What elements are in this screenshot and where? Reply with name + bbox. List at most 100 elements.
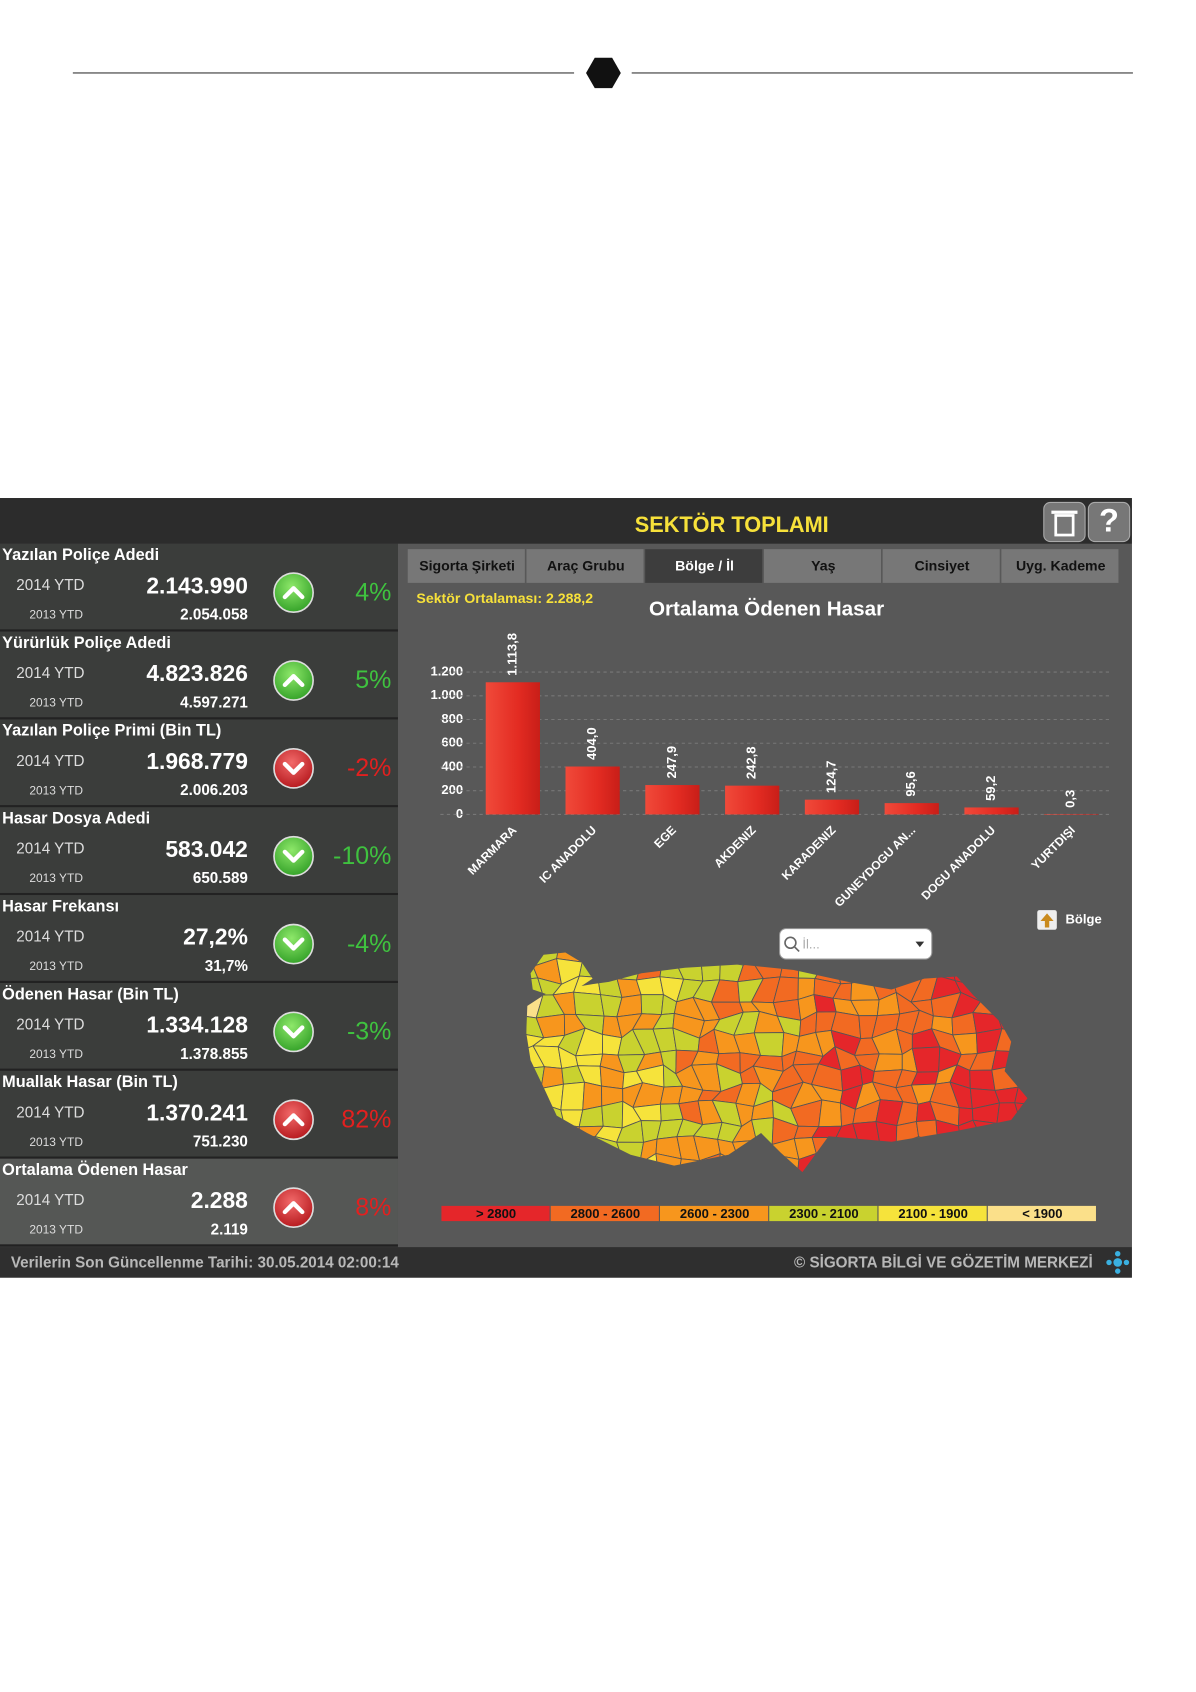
previous-label: 2013 YTD bbox=[29, 959, 83, 973]
current-label: 2014 YTD bbox=[16, 929, 84, 946]
legend-swatch bbox=[550, 1205, 659, 1222]
legend-swatch bbox=[878, 1205, 987, 1222]
search-placeholder: İl... bbox=[802, 936, 819, 951]
current-label: 2014 YTD bbox=[16, 1016, 84, 1033]
change-value: -10% bbox=[333, 842, 391, 870]
bar bbox=[645, 785, 700, 815]
bar bbox=[725, 785, 780, 815]
footer-bar bbox=[0, 1247, 1132, 1278]
trend-icon bbox=[273, 923, 314, 965]
tab[interactable] bbox=[645, 549, 763, 583]
province bbox=[818, 1099, 843, 1128]
current-value: 2.143.990 bbox=[146, 572, 248, 598]
tab-label: Sigorta Şirketi bbox=[419, 557, 515, 573]
tab-label: Cinsiyet bbox=[915, 557, 970, 573]
province bbox=[911, 1046, 941, 1073]
footer-updated: Verilerin Son Güncellenme Tarihi: 30.05.… bbox=[11, 1255, 400, 1272]
previous-value: 4.597.271 bbox=[180, 694, 248, 711]
province bbox=[873, 1053, 903, 1072]
trend-chevron bbox=[282, 673, 305, 688]
previous-label: 2013 YTD bbox=[29, 783, 83, 797]
province bbox=[573, 991, 605, 1017]
trend-icon bbox=[273, 747, 314, 789]
current-label: 2014 YTD bbox=[16, 1104, 84, 1121]
legend-swatch bbox=[987, 1205, 1096, 1222]
previous-value: 2.119 bbox=[211, 1221, 248, 1238]
tab-label: Uyg. Kademe bbox=[1016, 557, 1106, 573]
legend-label: 2300 - 2100 bbox=[789, 1206, 859, 1221]
trend-icon bbox=[273, 660, 314, 701]
previous-label: 2013 YTD bbox=[29, 608, 83, 622]
province bbox=[640, 994, 664, 1016]
bar bbox=[485, 682, 540, 815]
previous-label: 2013 YTD bbox=[29, 1223, 83, 1237]
province bbox=[560, 1081, 585, 1111]
metric-name: Hasar Dosya Adedi bbox=[2, 810, 150, 828]
region-button[interactable]: Bölge bbox=[1037, 910, 1102, 930]
header-title: SEKTÖR TOPLAMI bbox=[635, 512, 829, 537]
value-label: 247,9 bbox=[664, 746, 679, 779]
bar bbox=[1044, 814, 1099, 815]
tab[interactable] bbox=[763, 549, 882, 583]
previous-label: 2013 YTD bbox=[29, 696, 83, 710]
metric-row bbox=[0, 719, 398, 806]
current-value: 27,2% bbox=[183, 924, 248, 950]
trend-chevron bbox=[282, 1025, 305, 1039]
change-value: 82% bbox=[341, 1105, 391, 1133]
metric-name: Muallak Hasar (Bin TL) bbox=[2, 1073, 178, 1091]
current-label: 2014 YTD bbox=[16, 753, 84, 770]
previous-label: 2013 YTD bbox=[29, 871, 83, 885]
province-search[interactable]: İl... bbox=[779, 928, 933, 960]
metric-name: Yazılan Poliçe Primi (Bin TL) bbox=[2, 722, 221, 740]
previous-label: 2013 YTD bbox=[29, 1135, 83, 1149]
current-label: 2014 YTD bbox=[16, 665, 84, 682]
tab[interactable] bbox=[407, 549, 525, 583]
bar bbox=[964, 807, 1019, 815]
value-label: 59,2 bbox=[983, 776, 998, 801]
current-label: 2014 YTD bbox=[16, 1192, 84, 1209]
header-bar bbox=[0, 498, 1132, 544]
footer-logo bbox=[1106, 1251, 1130, 1274]
region-button-label: Bölge bbox=[1066, 911, 1102, 926]
trend-chevron bbox=[282, 1201, 305, 1215]
trash-button[interactable] bbox=[1043, 501, 1086, 543]
tab[interactable] bbox=[1001, 549, 1119, 583]
legend-label: > 2800 bbox=[476, 1206, 516, 1221]
trend-icon bbox=[273, 1099, 314, 1141]
current-value: 583.042 bbox=[165, 836, 248, 862]
change-value: -3% bbox=[347, 1018, 391, 1046]
y-tick-label: 800 bbox=[441, 711, 463, 726]
footer-copyright: © SİGORTA BİLGİ VE GÖZETİM MERKEZİ bbox=[794, 1255, 1093, 1272]
help-button[interactable]: ? bbox=[1087, 502, 1131, 543]
tab-label: Yaş bbox=[811, 557, 835, 573]
value-label: 404,0 bbox=[584, 727, 599, 760]
province bbox=[635, 976, 664, 996]
province bbox=[969, 1069, 996, 1091]
value-label: 1.113,8 bbox=[504, 633, 519, 676]
trend-chevron bbox=[282, 586, 305, 600]
province bbox=[582, 1081, 603, 1111]
tab[interactable] bbox=[526, 549, 644, 583]
legend-swatch bbox=[659, 1205, 769, 1222]
metric-row bbox=[0, 807, 398, 893]
previous-value: 1.378.855 bbox=[180, 1046, 248, 1063]
current-value: 2.288 bbox=[191, 1187, 248, 1213]
metric-row bbox=[0, 631, 398, 718]
trend-chevron bbox=[282, 937, 305, 951]
metric-row bbox=[0, 543, 398, 630]
y-tick-label: 1.000 bbox=[431, 687, 464, 702]
trend-icon bbox=[273, 835, 314, 877]
legend-label: 2600 - 2300 bbox=[680, 1206, 750, 1221]
previous-value: 650.589 bbox=[193, 870, 248, 887]
legend-label: 2800 - 2600 bbox=[571, 1206, 641, 1221]
hexagon bbox=[586, 57, 621, 89]
previous-value: 2.054.058 bbox=[180, 607, 248, 624]
change-value: -2% bbox=[347, 754, 391, 782]
chart-title: Ortalama Ödenen Hasar bbox=[649, 598, 884, 621]
tab[interactable] bbox=[882, 549, 1000, 583]
change-value: 5% bbox=[355, 666, 391, 694]
metric-name: Ortalama Ödenen Hasar bbox=[2, 1160, 188, 1179]
current-value: 4.823.826 bbox=[146, 660, 248, 686]
